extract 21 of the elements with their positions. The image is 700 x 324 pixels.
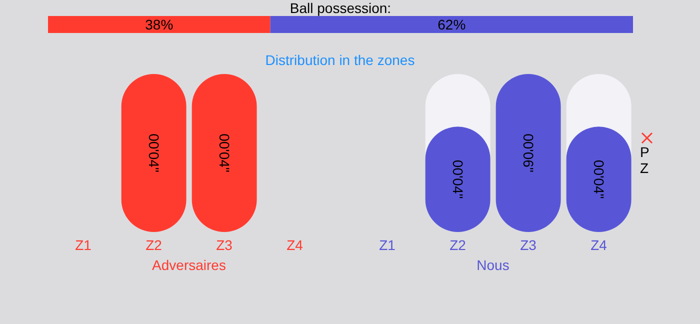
chart-title: Ball possession: — [288, 0, 392, 16]
x-tick-label: Z2 — [146, 236, 162, 253]
text: Z — [640, 160, 650, 176]
x-tick-label: Z3 — [216, 236, 233, 253]
data-label: 38% — [145, 16, 174, 32]
x-axis-title: Adversaires — [152, 257, 226, 273]
data-label: 00'04" — [146, 134, 162, 172]
data-label: 62% — [438, 16, 466, 32]
x-axis-title: Nous — [476, 257, 510, 273]
x-tick-label: Z2 — [450, 236, 466, 253]
x-tick-label: Z1 — [75, 236, 92, 253]
text: P — [640, 144, 650, 160]
x-tick-label: Z1 — [379, 236, 396, 253]
data-label: 00'06" — [520, 134, 536, 172]
data-label: 00'04" — [216, 134, 232, 172]
data-label: 00'04" — [590, 160, 607, 199]
chart-title: Distribution in the zones — [264, 52, 416, 68]
data-label: 00'04" — [450, 160, 466, 199]
x-tick-label: Z4 — [286, 236, 304, 253]
x-tick-label: Z3 — [520, 236, 537, 253]
x-tick-label: Z4 — [590, 236, 608, 253]
